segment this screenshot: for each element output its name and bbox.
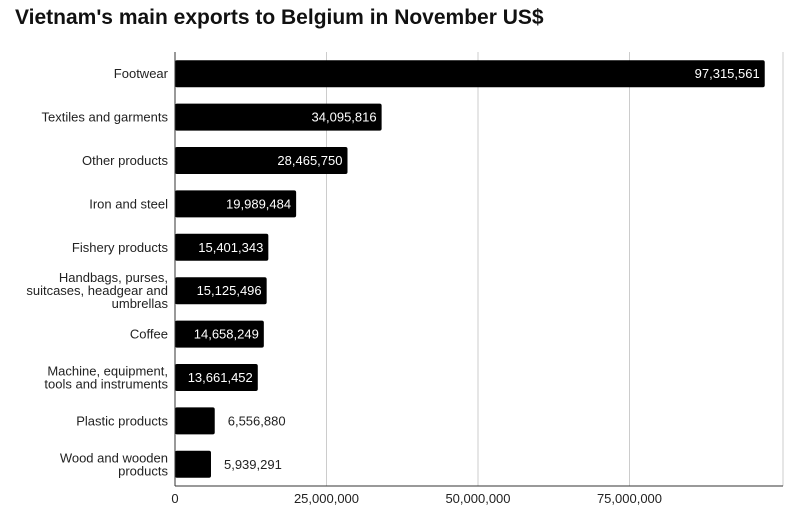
category-label-line: Plastic products xyxy=(76,413,168,428)
bar xyxy=(175,450,211,478)
category-label-line: Other products xyxy=(82,153,168,168)
category-label: Other products xyxy=(82,153,168,168)
category-label: Plastic products xyxy=(76,413,168,428)
category-label: Wood and wooden products xyxy=(60,450,169,478)
bar xyxy=(175,407,215,435)
chart-title: Vietnam's main exports to Belgium in Nov… xyxy=(15,6,544,29)
data-label: 14,658,249 xyxy=(194,327,259,342)
category-label: Footwear xyxy=(114,66,169,81)
category-label: Fishery products xyxy=(72,240,169,255)
bar xyxy=(175,147,348,174)
category-label: Coffee xyxy=(130,327,168,342)
category-label-line: suitcases, headgear and xyxy=(26,283,168,298)
bar xyxy=(175,233,269,261)
category-label-line: Wood and wooden xyxy=(60,450,168,465)
x-tick-label: 25,000,000 xyxy=(294,491,359,506)
category-label-line: Coffee xyxy=(130,327,168,342)
data-label: 34,095,816 xyxy=(312,110,377,125)
x-tick-label: 0 xyxy=(171,491,178,506)
category-label: Handbags, purses, suitcases, headgear and… xyxy=(26,270,168,311)
data-label: 6,556,880 xyxy=(228,413,286,428)
category-label-line: Fishery products xyxy=(72,240,169,255)
category-label-line: tools and instruments xyxy=(44,377,168,392)
bar xyxy=(175,60,765,88)
category-label-line: Iron and steel xyxy=(89,196,168,211)
category-label-line: products xyxy=(118,463,168,478)
x-tick-label: 50,000,000 xyxy=(445,491,510,506)
data-label: 97,315,561 xyxy=(695,66,760,81)
bar xyxy=(175,320,264,348)
category-label: Iron and steel xyxy=(89,196,168,211)
category-label-line: Handbags, purses, xyxy=(59,270,168,285)
bar xyxy=(175,190,297,218)
bar xyxy=(175,103,382,131)
data-label: 15,125,496 xyxy=(197,283,262,298)
category-label-line: umbrellas xyxy=(112,296,169,311)
category-label-line: Machine, equipment, xyxy=(47,364,168,379)
category-label: Machine, equipment, tools and instruments xyxy=(44,364,168,392)
data-label: 5,939,291 xyxy=(224,457,282,472)
category-label: Textiles and garments xyxy=(42,110,169,125)
data-label: 19,989,484 xyxy=(226,196,291,211)
bar xyxy=(175,277,267,305)
category-label-line: Textiles and garments xyxy=(42,110,169,125)
data-label: 28,465,750 xyxy=(277,153,342,168)
x-tick-label: 75,000,000 xyxy=(597,491,662,506)
data-label: 13,661,452 xyxy=(188,370,253,385)
data-label: 15,401,343 xyxy=(198,240,263,255)
category-label-line: Footwear xyxy=(114,66,169,81)
bar xyxy=(175,364,258,391)
